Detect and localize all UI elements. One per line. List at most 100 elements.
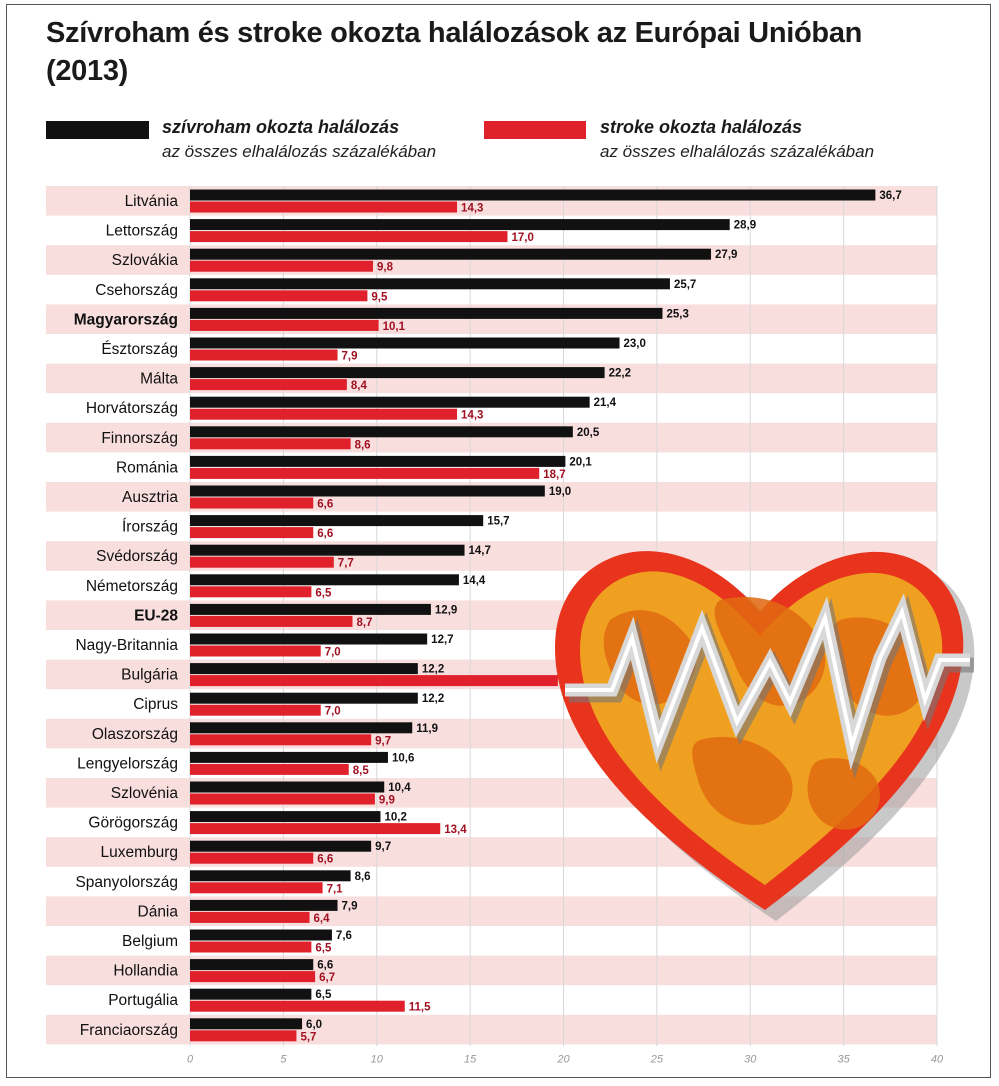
bar-heart <box>190 544 465 556</box>
bar-stroke <box>190 467 540 479</box>
bar-stroke <box>190 675 558 687</box>
value-label-heart: 6,5 <box>315 989 332 1001</box>
x-tick-label: 40 <box>931 1053 944 1065</box>
category-label: Csehország <box>95 282 178 299</box>
category-label: Finnország <box>101 430 178 447</box>
category-label: Ausztria <box>122 489 178 506</box>
value-label-stroke: 6,5 <box>315 587 332 599</box>
value-label-heart: 7,9 <box>342 900 358 912</box>
category-label: Németország <box>86 578 178 595</box>
legend-swatch-stroke <box>484 121 586 139</box>
bar-stroke <box>190 260 374 272</box>
bar-stroke <box>190 497 314 509</box>
value-label-stroke: 6,6 <box>317 854 333 866</box>
category-label: Bulgária <box>121 667 178 684</box>
bar-stroke <box>190 379 347 391</box>
legend-swatch-heart <box>46 121 149 139</box>
value-label-stroke: 9,5 <box>371 291 388 303</box>
bar-stroke <box>190 319 379 331</box>
bar-stroke <box>190 971 316 983</box>
value-label-heart: 8,6 <box>355 871 371 883</box>
category-label: Nagy-Britannia <box>75 637 178 654</box>
bar-heart <box>190 603 431 615</box>
value-label-heart: 10,4 <box>388 782 411 794</box>
value-label-heart: 23,0 <box>624 338 646 350</box>
bar-stroke <box>190 527 314 539</box>
bar-stroke <box>190 941 312 953</box>
bar-heart <box>190 692 418 704</box>
value-label-heart: 25,3 <box>666 308 688 320</box>
value-label-stroke: 11,5 <box>409 1002 431 1014</box>
value-label-stroke: 8,4 <box>351 380 368 392</box>
value-label-heart: 28,9 <box>734 220 756 232</box>
category-label: Görögország <box>88 815 178 832</box>
value-label-heart: 14,7 <box>469 545 491 557</box>
category-label: Románia <box>116 459 178 476</box>
bar-stroke <box>190 645 321 657</box>
value-label-heart: 15,7 <box>487 516 509 528</box>
category-label: Litvánia <box>125 193 179 210</box>
bar-heart <box>190 515 484 527</box>
bar-stroke <box>190 438 351 450</box>
value-label-stroke: 8,5 <box>353 765 370 777</box>
x-tick-label: 30 <box>744 1053 757 1065</box>
bar-heart <box>190 337 620 349</box>
value-label-heart: 19,0 <box>549 486 571 498</box>
value-label-heart: 6,0 <box>306 1019 322 1031</box>
value-label-stroke: 9,8 <box>377 262 394 274</box>
value-label-heart: 12,2 <box>422 693 444 705</box>
bar-stroke <box>190 349 338 361</box>
value-label-heart: 11,9 <box>416 723 438 735</box>
bar-heart <box>190 485 545 497</box>
x-tick-label: 35 <box>838 1053 851 1065</box>
value-label-stroke: 14,3 <box>461 203 483 215</box>
bar-heart <box>190 455 566 467</box>
bar-stroke <box>190 615 353 627</box>
bar-heart <box>190 988 312 1000</box>
value-label-heart: 25,7 <box>674 279 696 291</box>
value-label-stroke: 7,1 <box>327 883 344 895</box>
bar-heart <box>190 189 876 201</box>
value-label-stroke: 9,7 <box>375 735 391 747</box>
bar-heart <box>190 781 385 793</box>
bar-stroke <box>190 556 334 568</box>
value-label-heart: 20,5 <box>577 427 600 439</box>
bar-stroke <box>190 823 441 835</box>
value-label-stroke: 7,0 <box>325 647 341 659</box>
value-label-stroke: 6,5 <box>315 943 332 955</box>
value-label-stroke: 18,7 <box>543 469 565 481</box>
value-label-heart: 12,7 <box>431 634 453 646</box>
category-label: Lengyelország <box>77 755 178 772</box>
category-label: Málta <box>140 371 178 388</box>
heartbeat-line-highlight <box>565 606 970 753</box>
heart-continents <box>603 596 927 830</box>
bar-stroke <box>190 1030 297 1042</box>
x-tick-label: 25 <box>650 1053 664 1065</box>
category-label: EU-28 <box>134 607 178 624</box>
category-label: Hollandia <box>113 963 178 980</box>
value-label-heart: 12,2 <box>422 664 444 676</box>
bar-heart <box>190 840 372 852</box>
bar-stroke <box>190 763 349 775</box>
value-label-stroke: 6,4 <box>314 913 331 925</box>
value-label-heart: 27,9 <box>715 249 737 261</box>
value-label-heart: 10,2 <box>384 812 406 824</box>
category-label: Franciaország <box>80 1022 178 1039</box>
row-band <box>46 896 937 926</box>
heart-illustration <box>555 551 975 921</box>
bar-heart <box>190 929 332 941</box>
value-label-heart: 7,6 <box>336 930 352 942</box>
bar-heart <box>190 219 730 231</box>
x-tick-label: 10 <box>371 1053 384 1065</box>
value-label-stroke: 6,7 <box>319 972 335 984</box>
bar-heart <box>190 426 573 438</box>
category-label: Szlovákia <box>112 252 179 269</box>
value-label-stroke: 17,0 <box>511 232 533 244</box>
row-band <box>46 541 937 571</box>
value-label-stroke: 5,7 <box>300 1031 316 1043</box>
bar-heart <box>190 248 712 260</box>
x-tick-label: 20 <box>556 1053 570 1065</box>
value-label-heart: 14,4 <box>463 575 486 587</box>
value-label-heart: 20,1 <box>569 456 592 468</box>
